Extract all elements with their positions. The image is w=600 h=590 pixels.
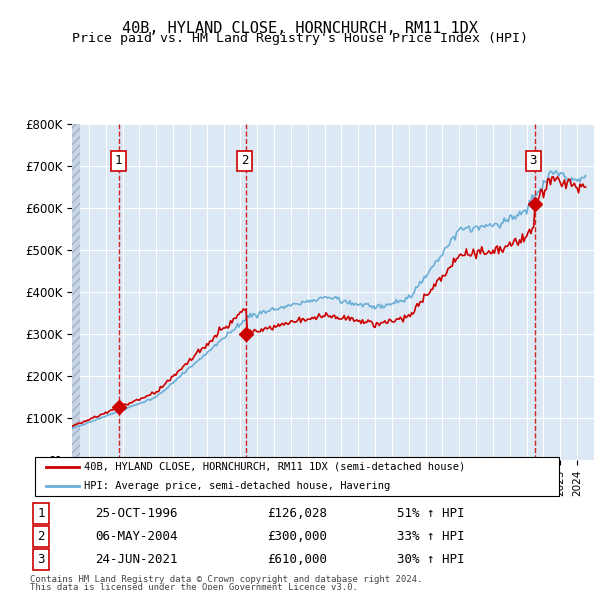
Text: 2: 2 bbox=[37, 530, 44, 543]
Text: 3: 3 bbox=[37, 553, 44, 566]
FancyBboxPatch shape bbox=[35, 457, 559, 496]
Bar bbox=[72, 124, 80, 460]
Text: Contains HM Land Registry data © Crown copyright and database right 2024.: Contains HM Land Registry data © Crown c… bbox=[30, 575, 422, 584]
Text: £610,000: £610,000 bbox=[268, 553, 328, 566]
Text: 1: 1 bbox=[37, 507, 44, 520]
Text: 25-OCT-1996: 25-OCT-1996 bbox=[95, 507, 178, 520]
Text: 2: 2 bbox=[241, 154, 248, 167]
Text: 30% ↑ HPI: 30% ↑ HPI bbox=[397, 553, 465, 566]
Text: 3: 3 bbox=[530, 154, 537, 167]
Text: Price paid vs. HM Land Registry's House Price Index (HPI): Price paid vs. HM Land Registry's House … bbox=[72, 32, 528, 45]
Text: 51% ↑ HPI: 51% ↑ HPI bbox=[397, 507, 465, 520]
Text: HPI: Average price, semi-detached house, Havering: HPI: Average price, semi-detached house,… bbox=[84, 481, 390, 491]
Text: This data is licensed under the Open Government Licence v3.0.: This data is licensed under the Open Gov… bbox=[30, 583, 358, 590]
Text: 06-MAY-2004: 06-MAY-2004 bbox=[95, 530, 178, 543]
Text: 24-JUN-2021: 24-JUN-2021 bbox=[95, 553, 178, 566]
Text: £126,028: £126,028 bbox=[268, 507, 328, 520]
Text: £300,000: £300,000 bbox=[268, 530, 328, 543]
Text: 40B, HYLAND CLOSE, HORNCHURCH, RM11 1DX (semi-detached house): 40B, HYLAND CLOSE, HORNCHURCH, RM11 1DX … bbox=[84, 462, 465, 471]
Text: 1: 1 bbox=[114, 154, 122, 167]
Text: 33% ↑ HPI: 33% ↑ HPI bbox=[397, 530, 465, 543]
Text: 40B, HYLAND CLOSE, HORNCHURCH, RM11 1DX: 40B, HYLAND CLOSE, HORNCHURCH, RM11 1DX bbox=[122, 21, 478, 35]
